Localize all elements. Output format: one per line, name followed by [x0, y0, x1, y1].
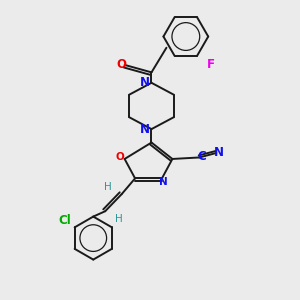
Text: H: H: [104, 182, 112, 192]
Text: O: O: [116, 152, 124, 163]
Text: Cl: Cl: [58, 214, 71, 227]
Text: F: F: [207, 58, 215, 71]
Text: C: C: [197, 150, 206, 163]
Text: N: N: [159, 177, 168, 187]
Text: N: N: [140, 123, 150, 136]
Text: H: H: [115, 214, 122, 224]
Text: N: N: [214, 146, 224, 159]
Text: N: N: [140, 76, 150, 89]
Text: O: O: [116, 58, 126, 71]
